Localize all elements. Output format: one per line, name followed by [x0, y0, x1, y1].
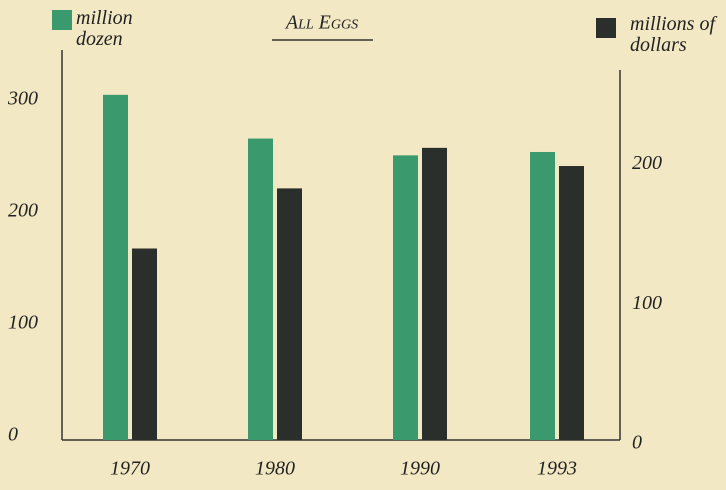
y-tick-label: 0: [8, 424, 18, 446]
bar: [393, 155, 418, 440]
y-tick-label: 100: [8, 312, 38, 334]
legend-label: millions of dollars: [630, 13, 716, 56]
bar: [530, 151, 555, 440]
y2-tick-label: 0: [632, 432, 642, 454]
x-tick-label: 1970: [110, 458, 150, 480]
bar: [559, 166, 584, 441]
bar: [132, 248, 157, 440]
legend-swatch: [596, 18, 616, 38]
legend-label: million dozen: [76, 7, 133, 50]
bar: [277, 188, 302, 440]
legend-swatch: [52, 10, 72, 30]
y-tick-label: 300: [7, 87, 38, 109]
bar: [248, 138, 273, 440]
chart-title: All Eggs: [284, 12, 358, 34]
y2-tick-label: 100: [632, 292, 662, 314]
x-tick-label: 1993: [537, 458, 577, 480]
bar: [103, 94, 128, 441]
y-tick-label: 200: [8, 199, 38, 221]
x-tick-label: 1990: [400, 458, 440, 480]
bar: [422, 147, 447, 440]
x-tick-label: 1980: [255, 458, 295, 480]
y2-tick-label: 200: [632, 152, 662, 174]
